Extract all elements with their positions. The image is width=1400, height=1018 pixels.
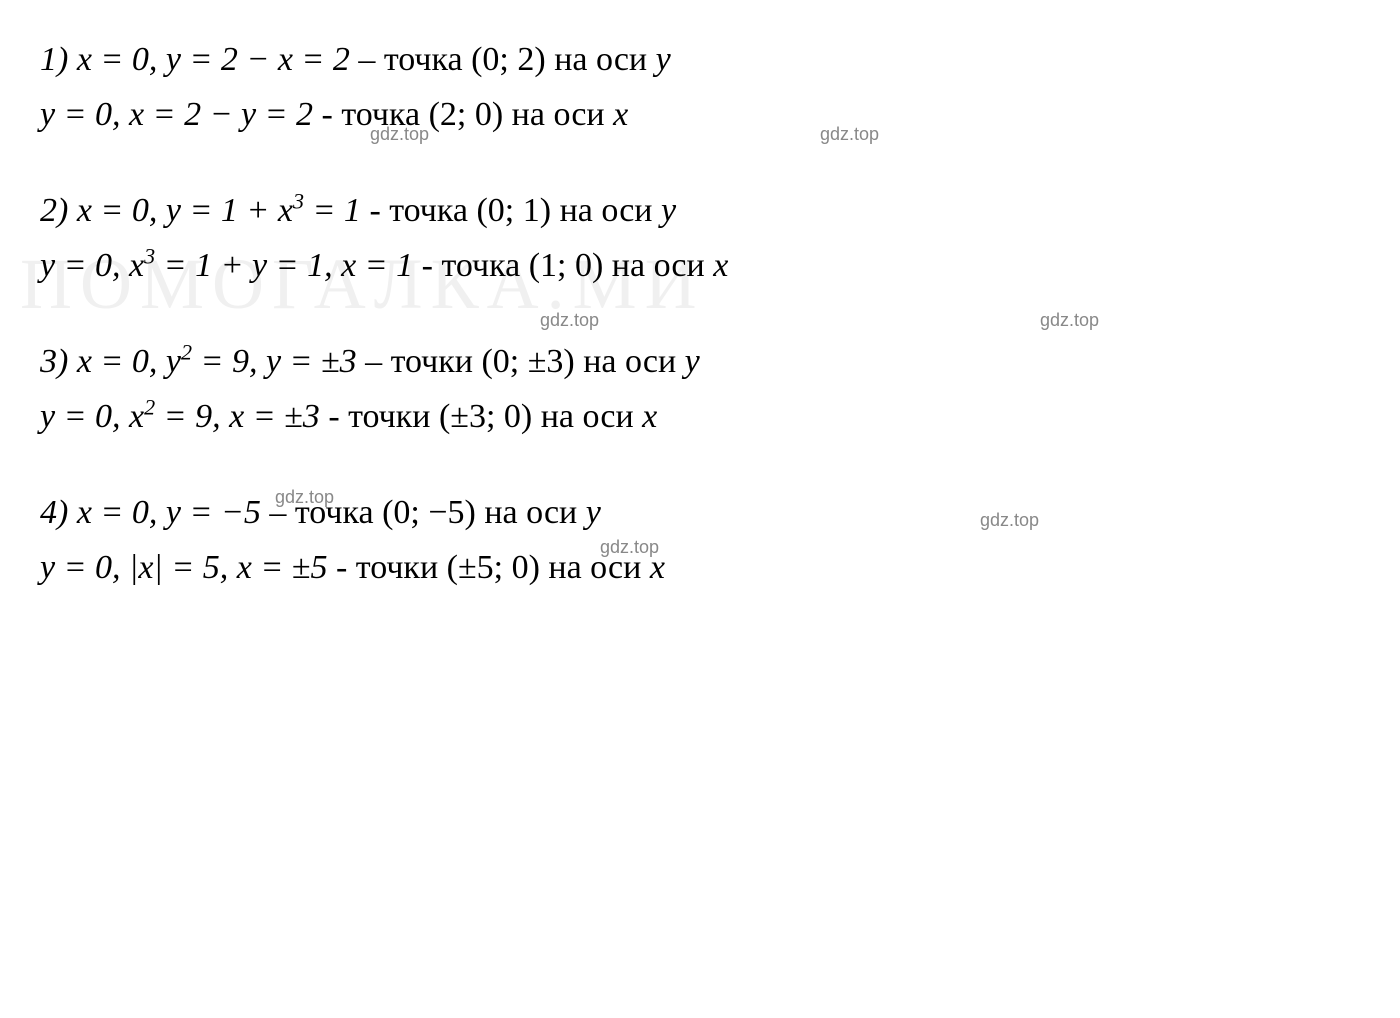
text: - точка (1; 0) на оси [422, 247, 714, 284]
text: - точка (2; 0) на оси [322, 96, 614, 133]
text: – точка (0; −5) на оси [269, 494, 585, 531]
math-text: y = 0, x = 2 − y = 2 [40, 96, 322, 133]
problem-1-line-2: y = 0, x = 2 − y = 2 - точка (2; 0) на о… [40, 89, 1360, 140]
problem-4: gdz.top 4) x = 0, y = −5 – точка (0; −5)… [40, 487, 1360, 593]
math-var: y [656, 41, 671, 78]
math-var: y [586, 494, 601, 531]
text: – точка (0; 2) на оси [358, 41, 655, 78]
math-text: x = 0, y [77, 343, 181, 380]
problem-2-line-2: y = 0, x3 = 1 + y = 1, x = 1 - точка (1;… [40, 240, 1360, 291]
math-text: x = 0, y = 2 − x = 2 [77, 41, 359, 78]
math-text: y = 0, |x| = 5, x = ±5 [40, 549, 336, 586]
math-text: x = 0, y = 1 + x [77, 192, 293, 229]
superscript: 2 [181, 340, 192, 365]
math-text: y = 0, x [40, 398, 144, 435]
watermark: gdz.top [1040, 310, 1099, 331]
problem-4-line-1: 4) x = 0, y = −5 – точка (0; −5) на оси … [40, 487, 1360, 538]
math-var: x [713, 247, 728, 284]
superscript: 3 [293, 189, 304, 214]
problem-number: 1) [40, 41, 68, 78]
math-var: x [613, 96, 628, 133]
watermark: gdz.top [540, 310, 599, 331]
watermark: gdz.top [820, 124, 879, 145]
problem-2: 2) x = 0, y = 1 + x3 = 1 - точка (0; 1) … [40, 185, 1360, 291]
problem-4-line-2: y = 0, |x| = 5, x = ±5 - точки (±5; 0) н… [40, 542, 1360, 593]
math-text: = 1 [304, 192, 369, 229]
text: - точки (±3; 0) на оси [328, 398, 642, 435]
math-var: x [650, 549, 665, 586]
watermark: gdz.top [370, 124, 429, 145]
document-content: 1) x = 0, y = 2 − x = 2 – точка (0; 2) н… [40, 34, 1360, 593]
problem-1-line-1: 1) x = 0, y = 2 − x = 2 – точка (0; 2) н… [40, 34, 1360, 85]
problem-3-line-1: 3) x = 0, y2 = 9, y = ±3 – точки (0; ±3)… [40, 336, 1360, 387]
math-var: x [642, 398, 657, 435]
problem-3-line-2: y = 0, x2 = 9, x = ±3 - точки (±3; 0) на… [40, 391, 1360, 442]
problem-number: 3) [40, 343, 68, 380]
math-text: = 9, x = ±3 [155, 398, 328, 435]
superscript: 2 [144, 395, 155, 420]
problem-number: 2) [40, 192, 68, 229]
problem-3: 3) x = 0, y2 = 9, y = ±3 – точки (0; ±3)… [40, 336, 1360, 442]
problem-number: 4) [40, 494, 68, 531]
math-var: y [685, 343, 700, 380]
watermark: gdz.top [980, 507, 1039, 534]
math-text: x = 0, y = −5 [77, 494, 270, 531]
text: - точки (±5; 0) на оси [336, 549, 650, 586]
text: – точки (0; ±3) на оси [365, 343, 685, 380]
math-text: y = 0, x [40, 247, 144, 284]
problem-1: 1) x = 0, y = 2 − x = 2 – точка (0; 2) н… [40, 34, 1360, 140]
math-text: = 9, y = ±3 [192, 343, 365, 380]
text: - точка (0; 1) на оси [369, 192, 661, 229]
problem-2-line-1: 2) x = 0, y = 1 + x3 = 1 - точка (0; 1) … [40, 185, 1360, 236]
math-var: y [661, 192, 676, 229]
superscript: 3 [144, 244, 155, 269]
math-text: = 1 + y = 1, x = 1 [155, 247, 421, 284]
